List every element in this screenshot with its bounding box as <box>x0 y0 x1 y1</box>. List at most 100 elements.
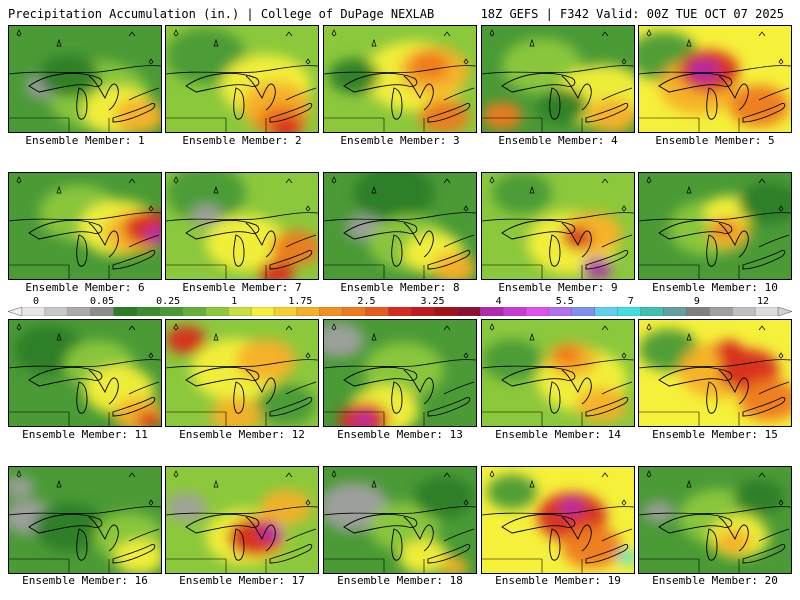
colorbar-cell <box>342 307 367 316</box>
colorbar <box>8 307 792 316</box>
ensemble-map-13 <box>323 319 477 427</box>
precip-field <box>166 320 318 426</box>
precip-blob <box>492 173 552 214</box>
colorbar-cell <box>319 307 344 316</box>
ensemble-member-label: Ensemble Member: 2 <box>182 134 302 147</box>
colorbar-cell <box>480 307 504 316</box>
ensemble-map-12 <box>165 319 319 427</box>
precip-blob <box>739 379 791 421</box>
precip-field <box>482 467 634 573</box>
map-outline <box>166 323 318 426</box>
map-outline <box>482 29 634 132</box>
colorbar-cell <box>502 307 527 316</box>
map-outline <box>324 176 476 279</box>
map-outline <box>482 470 634 573</box>
ensemble-map-7 <box>165 172 319 280</box>
map-outline <box>9 29 161 132</box>
ensemble-member-label: Ensemble Member: 13 <box>337 428 463 441</box>
precip-blob <box>440 557 468 573</box>
ensemble-map-3 <box>323 25 477 133</box>
colorbar-cell <box>228 307 252 316</box>
ensemble-member-label: Ensemble Member: 11 <box>22 428 148 441</box>
colorbar-cell <box>205 307 229 316</box>
precip-blob <box>729 85 789 127</box>
precip-blob <box>354 413 374 426</box>
colorbar-cell <box>67 307 92 316</box>
precip-blob <box>166 173 246 221</box>
precip-field <box>9 26 161 132</box>
precip-field <box>166 173 318 279</box>
colorbar-right-arrow <box>777 307 792 316</box>
colorbar-cell <box>365 307 389 316</box>
precip-blob <box>324 322 364 358</box>
ensemble-map-19 <box>481 466 635 574</box>
ensemble-member-label: Ensemble Member: 15 <box>652 428 778 441</box>
ensemble-member-label: Ensemble Member: 3 <box>340 134 460 147</box>
colorbar-cell <box>732 307 756 316</box>
map-outline <box>324 470 476 573</box>
ensemble-member-label: Ensemble Member: 20 <box>652 574 778 587</box>
precip-blob <box>715 340 743 360</box>
ensemble-member-label: Ensemble Member: 6 <box>25 281 145 294</box>
precip-blob <box>145 226 161 244</box>
precip-field <box>9 467 161 573</box>
precip-blob <box>114 539 161 573</box>
precip-blob <box>739 182 791 224</box>
ensemble-map-11 <box>8 319 162 427</box>
precip-blob <box>236 339 296 381</box>
scale-tick-label: 1.75 <box>288 296 313 307</box>
map-outline <box>324 323 476 426</box>
map-outline <box>9 176 161 279</box>
colorbar-cell <box>640 307 664 316</box>
precip-field <box>9 173 161 279</box>
colorbar-cell <box>594 307 619 316</box>
ensemble-member-label: Ensemble Member: 10 <box>652 281 778 294</box>
scale-labels: 0 0.05 0.25 1 1.75 2.5 3.25 4 5.5 7 9 12 <box>0 296 800 308</box>
precip-field <box>639 173 791 279</box>
colorbar-cell <box>21 307 46 316</box>
map-outline <box>482 323 634 426</box>
precip-blob <box>482 339 542 381</box>
precip-field <box>166 26 318 132</box>
precip-blob <box>617 550 634 564</box>
colorbar-cell <box>525 307 550 316</box>
precip-field <box>166 467 318 573</box>
precip-blob <box>354 173 434 221</box>
precip-blob <box>560 498 584 516</box>
precip-field <box>639 26 791 132</box>
map-outline <box>166 470 318 573</box>
colorbar-cell <box>182 307 206 316</box>
precip-field <box>324 467 476 573</box>
ensemble-map-17 <box>165 466 319 574</box>
precip-blob <box>734 479 784 515</box>
precip-blob <box>399 539 449 573</box>
precip-blob <box>369 502 439 552</box>
colorbar-cell <box>709 307 733 316</box>
precip-blob <box>414 476 474 518</box>
ensemble-map-16 <box>8 466 162 574</box>
precip-blob <box>577 387 627 423</box>
valid-time: 18Z GEFS | F342 Valid: 00Z TUE OCT 07 20… <box>480 7 784 21</box>
precip-blob <box>487 474 537 510</box>
map-outline <box>639 470 791 573</box>
ensemble-map-6 <box>8 172 162 280</box>
map-outline <box>639 29 791 132</box>
map-outline <box>9 323 161 426</box>
precip-field <box>324 26 476 132</box>
precip-blob <box>258 260 294 279</box>
ensemble-member-label: Ensemble Member: 5 <box>655 134 775 147</box>
ensemble-map-5 <box>638 25 792 133</box>
colorbar-cell <box>296 307 321 316</box>
scale-tick-label: 4 <box>495 296 502 307</box>
ensemble-member-label: Ensemble Member: 18 <box>337 574 463 587</box>
precip-blob <box>137 411 161 426</box>
ensemble-map-8 <box>323 172 477 280</box>
scale-tick-label: 5.5 <box>555 296 574 307</box>
precip-blob <box>419 98 469 132</box>
colorbar-cell <box>273 307 298 316</box>
scale-tick-label: 0.25 <box>156 296 181 307</box>
ensemble-member-label: Ensemble Member: 14 <box>495 428 621 441</box>
ensemble-member-label: Ensemble Member: 4 <box>498 134 618 147</box>
precip-blob <box>409 52 449 80</box>
precip-blob <box>166 326 206 354</box>
